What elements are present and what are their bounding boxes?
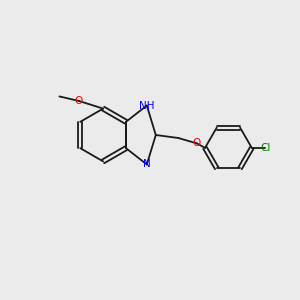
Text: N: N	[143, 160, 151, 170]
Text: NH: NH	[139, 100, 154, 110]
Text: O: O	[75, 96, 83, 106]
Text: O: O	[193, 138, 201, 148]
Text: Cl: Cl	[260, 143, 271, 153]
